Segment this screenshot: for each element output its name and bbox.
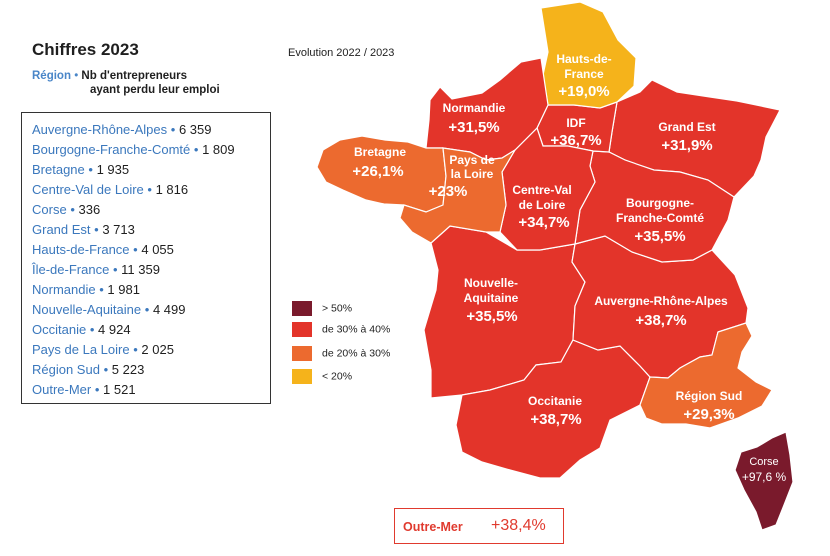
svg-text:Bourgogne-: Bourgogne- (626, 196, 694, 210)
svg-text:+26,1%: +26,1% (352, 163, 403, 180)
outre-mer-box: Outre-Mer +38,4% (394, 508, 564, 544)
svg-text:IDF: IDF (566, 116, 585, 130)
legend-swatch (292, 301, 312, 316)
value-label-line2: ayant perdu leur emploi (90, 84, 220, 96)
svg-text:Bretagne: Bretagne (354, 145, 406, 159)
svg-text:Aquitaine: Aquitaine (464, 291, 519, 305)
svg-text:+29,3%: +29,3% (683, 406, 734, 423)
svg-text:France: France (564, 67, 604, 81)
value-label-line1: Nb d'entrepreneurs (81, 70, 188, 82)
list-item: Occitanie • 4 924 (32, 322, 131, 337)
list-item: Île-de-France • 11 359 (32, 262, 160, 277)
svg-text:de Loire: de Loire (519, 198, 566, 212)
label-normandie: Normandie +31,5% (443, 101, 506, 136)
svg-text:+35,5%: +35,5% (466, 308, 517, 325)
key-bullet: • (74, 70, 79, 82)
svg-text:+31,9%: +31,9% (661, 137, 712, 154)
label-bourgogne-franche-comte: Bourgogne- Franche-Comté +35,5% (616, 196, 704, 245)
legend-item-over50: > 50% (292, 301, 352, 316)
svg-text:Auvergne-Rhône-Alpes: Auvergne-Rhône-Alpes (594, 294, 728, 308)
svg-text:Région Sud: Région Sud (676, 389, 743, 403)
svg-text:Centre-Val: Centre-Val (512, 183, 571, 197)
label-pays-de-la-loire: Pays de la Loire +23% (429, 153, 495, 200)
label-occitanie: Occitanie +38,7% (528, 394, 582, 428)
label-nouvelle-aquitaine: Nouvelle- Aquitaine +35,5% (464, 276, 519, 325)
svg-text:Hauts-de-: Hauts-de- (556, 52, 611, 66)
svg-text:Pays de: Pays de (449, 153, 495, 167)
list-item: Région Sud • 5 223 (32, 362, 145, 377)
legend-swatch (292, 322, 312, 337)
list-item: Corse • 336 (32, 202, 101, 217)
region-pays-de-la-loire (399, 147, 516, 244)
svg-text:Nouvelle-: Nouvelle- (464, 276, 518, 290)
svg-text:Occitanie: Occitanie (528, 394, 582, 408)
list-item: Outre-Mer • 1 521 (32, 382, 136, 397)
label-auvergne-rhone-alpes: Auvergne-Rhône-Alpes +38,7% (594, 294, 728, 329)
svg-text:Franche-Comté: Franche-Comté (616, 211, 704, 225)
label-grand-est: Grand Est +31,9% (658, 120, 715, 154)
svg-text:+23%: +23% (429, 183, 468, 200)
list-item: Hauts-de-France • 4 055 (32, 242, 174, 257)
label-idf: IDF +36,7% (550, 116, 601, 149)
label-centre-val-de-loire: Centre-Val de Loire +34,7% (512, 183, 571, 231)
list-item: Nouvelle-Aquitaine • 4 499 (32, 302, 186, 317)
list-item: Bourgogne-Franche-Comté • 1 809 (32, 142, 235, 157)
region-corse (734, 431, 794, 531)
outre-mer-label: Outre-Mer (403, 520, 463, 534)
list-item: Normandie • 1 981 (32, 282, 140, 297)
svg-text:+35,5%: +35,5% (634, 228, 685, 245)
legend-item-under20: < 20% (292, 369, 352, 384)
legend-swatch (292, 369, 312, 384)
svg-text:+31,5%: +31,5% (448, 119, 499, 136)
svg-text:+38,7%: +38,7% (530, 411, 581, 428)
svg-text:+34,7%: +34,7% (518, 214, 569, 231)
legend-item-20to30: de 20% à 30% (292, 346, 390, 361)
label-bretagne: Bretagne +26,1% (352, 145, 406, 180)
region-list-box: Auvergne-Rhône-Alpes • 6 359 Bourgogne-F… (21, 112, 271, 404)
list-item: Grand Est • 3 713 (32, 222, 135, 237)
list-item: Bretagne • 1 935 (32, 162, 130, 177)
svg-text:Corse: Corse (749, 456, 778, 468)
legend-swatch (292, 346, 312, 361)
evolution-label: Evolution 2022 / 2023 (288, 47, 395, 59)
svg-text:Grand Est: Grand Est (658, 120, 715, 134)
label-corse: Corse +97,6 % (742, 456, 787, 484)
label-hdf: Hauts-de- France +19,0% (556, 52, 611, 100)
label-region-sud: Région Sud +29,3% (676, 389, 743, 423)
svg-text:+97,6 %: +97,6 % (742, 470, 787, 484)
list-item: Pays de La Loire • 2 025 (32, 342, 174, 357)
list-item: Centre-Val de Loire • 1 816 (32, 182, 189, 197)
key-label: Région (32, 70, 71, 82)
list-item: Auvergne-Rhône-Alpes • 6 359 (32, 122, 212, 137)
svg-text:+38,7%: +38,7% (635, 312, 686, 329)
svg-text:Normandie: Normandie (443, 101, 506, 115)
svg-text:+19,0%: +19,0% (558, 83, 609, 100)
svg-text:la Loire: la Loire (451, 167, 494, 181)
legend-item-30to40: de 30% à 40% (292, 322, 390, 337)
svg-text:+36,7%: +36,7% (550, 132, 601, 149)
region-sud (639, 322, 773, 429)
outre-mer-value: +38,4% (491, 517, 546, 534)
page-title: Chiffres 2023 (32, 40, 139, 59)
list-subtitle: Région • Nb d'entrepreneurs ayant perdu … (32, 69, 220, 97)
